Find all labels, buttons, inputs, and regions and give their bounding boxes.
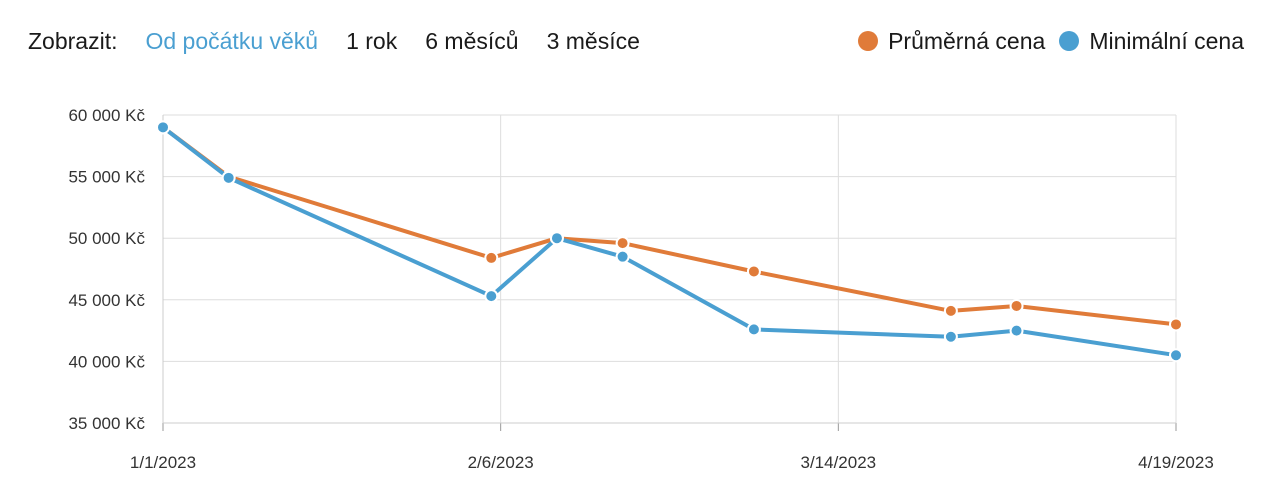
x-tick-label: 1/1/2023	[130, 453, 196, 472]
legend-item-average-price[interactable]: Průměrná cena	[858, 26, 1045, 56]
legend-label-average-price: Průměrná cena	[888, 28, 1046, 54]
y-tick-label: 45 000 Kč	[68, 291, 145, 310]
data-point-average-price	[484, 250, 499, 265]
legend-item-minimum-price[interactable]: Minimální cena	[1059, 26, 1244, 56]
legend-dot-minimum-price	[1059, 31, 1080, 51]
range-option-all-time[interactable]: Od počátku věků	[145, 28, 319, 54]
legend-label-minimum-price: Minimální cena	[1089, 28, 1244, 54]
range-label: Zobrazit:	[28, 28, 118, 54]
legend-dot-average-price	[858, 31, 879, 51]
series-line-average-price	[161, 125, 1178, 327]
data-point-minimum-price	[484, 289, 499, 304]
y-tick-label: 55 000 Kč	[68, 168, 145, 187]
data-point-average-price	[1009, 298, 1024, 313]
data-point-minimum-price	[549, 231, 564, 246]
range-option-3-months[interactable]: 3 měsíce	[546, 28, 640, 54]
data-point-minimum-price	[156, 120, 170, 135]
data-point-minimum-price	[615, 249, 630, 264]
data-point-average-price	[615, 236, 630, 251]
axis-layer: 35 000 Kč 40 000 Kč 45 000 Kč 50 000 Kč 55 0…	[68, 106, 1213, 472]
x-tick-label: 2/6/2023	[468, 453, 534, 472]
range-option-6-months[interactable]: 6 měsíců	[425, 28, 519, 54]
series-line-minimum-price	[161, 125, 1178, 358]
data-point-average-price	[943, 303, 958, 318]
y-tick-label: 60 000 Kč	[68, 106, 145, 125]
chart-legend: Průměrná cena Minimální cena	[844, 26, 1244, 56]
y-tick-label: 50 000 Kč	[68, 229, 145, 248]
series-layer	[156, 120, 1183, 363]
range-controls: Zobrazit: Od počátku věků 1 rok 6 měsíců…	[28, 26, 668, 56]
y-tick-label: 40 000 Kč	[68, 352, 145, 371]
data-point-average-price	[1169, 317, 1183, 332]
data-point-minimum-price	[221, 170, 236, 185]
data-point-average-price	[746, 264, 761, 279]
y-tick-label: 35 000 Kč	[68, 414, 145, 433]
grid-layer	[162, 114, 1177, 423]
range-option-1-year[interactable]: 1 rok	[346, 28, 398, 54]
data-point-minimum-price	[943, 329, 958, 344]
data-point-minimum-price	[746, 322, 761, 337]
data-point-minimum-price	[1169, 348, 1183, 363]
data-point-minimum-price	[1009, 323, 1024, 338]
x-tick-label: 3/14/2023	[801, 453, 877, 472]
x-tick-label: 4/19/2023	[1138, 453, 1214, 472]
